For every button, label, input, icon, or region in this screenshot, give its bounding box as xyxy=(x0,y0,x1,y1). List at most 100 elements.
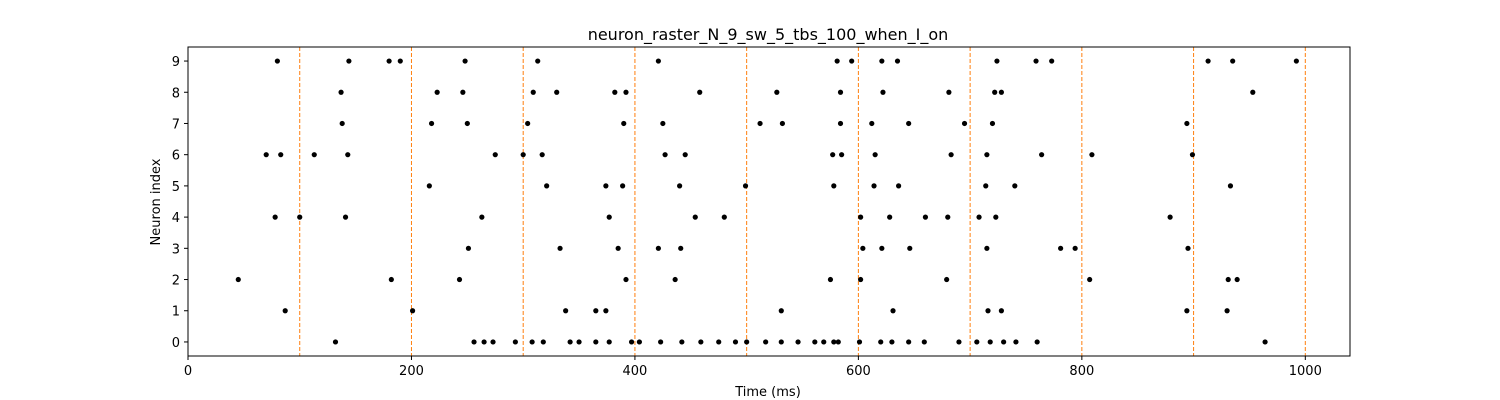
spike-point xyxy=(778,308,784,314)
spike-point xyxy=(332,339,339,345)
spike-point xyxy=(827,276,834,283)
spike-point xyxy=(490,339,496,345)
spike-point xyxy=(1262,339,1268,345)
y-tick-label: 1 xyxy=(172,305,180,320)
spike-point xyxy=(860,245,866,251)
spike-point xyxy=(662,152,668,158)
spike-point xyxy=(987,339,993,345)
spike-point xyxy=(530,89,536,95)
spike-point xyxy=(345,152,351,158)
spike-point xyxy=(961,120,968,127)
spike-point xyxy=(460,89,466,95)
spike-point xyxy=(795,339,801,345)
spike-point xyxy=(679,339,685,345)
spike-point xyxy=(948,152,954,158)
spike-point xyxy=(563,308,569,314)
x-tick-label: 0 xyxy=(184,364,192,379)
spike-point xyxy=(812,339,818,345)
y-tick-label: 7 xyxy=(172,117,180,132)
spike-point xyxy=(906,120,912,127)
spike-point xyxy=(869,120,875,127)
spike-point xyxy=(1087,276,1093,283)
spike-point xyxy=(998,89,1005,95)
spike-point xyxy=(778,339,784,345)
spike-point xyxy=(1293,58,1299,64)
spike-point xyxy=(539,152,545,158)
spike-point xyxy=(889,339,895,345)
x-tick-label: 1000 xyxy=(1289,364,1322,379)
spike-point xyxy=(831,183,837,189)
y-tick-label: 3 xyxy=(172,242,180,257)
spike-point xyxy=(567,339,573,345)
spike-point xyxy=(994,58,1000,64)
spike-point xyxy=(1049,58,1055,64)
spike-point xyxy=(721,214,727,220)
spike-point xyxy=(835,339,841,345)
spike-point xyxy=(744,339,750,345)
spike-point xyxy=(976,214,982,220)
spike-point xyxy=(297,214,303,220)
spike-point xyxy=(428,120,435,127)
spike-point xyxy=(660,120,666,127)
spike-point xyxy=(388,276,394,283)
x-axis: 0 200 400 600 800 1000 xyxy=(184,356,1322,379)
spike-point xyxy=(1184,120,1190,127)
spike-point xyxy=(1039,152,1045,158)
spike-point xyxy=(831,339,837,345)
spike-point xyxy=(1234,276,1240,283)
spike-point xyxy=(512,339,518,345)
spike-point xyxy=(338,89,344,95)
spike-point xyxy=(716,339,722,345)
spike-point xyxy=(636,339,642,345)
spike-point xyxy=(471,339,477,345)
spike-point xyxy=(655,245,661,251)
spike-point xyxy=(278,152,284,158)
spike-point xyxy=(520,152,526,158)
spike-point xyxy=(985,308,991,314)
y-tick-label: 0 xyxy=(172,336,180,351)
spike-point xyxy=(525,120,531,127)
spike-point xyxy=(479,214,485,220)
spike-point xyxy=(386,58,392,64)
spike-point xyxy=(603,183,609,189)
spike-point xyxy=(1167,214,1173,220)
spike-point xyxy=(612,89,618,95)
spike-point xyxy=(849,58,855,64)
spike-point xyxy=(342,214,349,220)
spike-point xyxy=(1184,308,1190,314)
y-axis: 0 1 2 3 4 5 6 7 8 9 xyxy=(172,55,188,351)
spike-point xyxy=(907,245,913,251)
spike-point xyxy=(946,89,952,95)
spike-point xyxy=(434,89,440,95)
spike-point xyxy=(311,152,317,158)
spike-point xyxy=(890,308,896,314)
spike-point xyxy=(837,120,844,127)
chart-title: neuron_raster_N_9_sw_5_tbs_100_when_I_on xyxy=(588,25,949,45)
spike-point xyxy=(346,58,352,64)
spike-point xyxy=(235,276,241,283)
spike-point xyxy=(593,339,599,345)
spike-point xyxy=(858,276,864,283)
spike-point xyxy=(456,276,463,283)
spike-point xyxy=(906,339,912,345)
spike-point xyxy=(697,89,703,95)
x-tick-label: 600 xyxy=(846,364,871,379)
x-tick-label: 800 xyxy=(1069,364,1094,379)
spike-point xyxy=(492,152,498,158)
spike-point xyxy=(339,120,345,127)
spike-points xyxy=(235,58,1299,345)
spike-point xyxy=(464,120,470,127)
spike-point xyxy=(672,276,678,283)
spike-point xyxy=(272,214,278,220)
spike-point xyxy=(974,339,980,345)
y-tick-label: 8 xyxy=(172,86,180,101)
spike-point xyxy=(879,245,885,251)
spike-point xyxy=(839,152,845,158)
spike-point xyxy=(576,339,582,345)
spike-point xyxy=(603,308,609,314)
spike-point xyxy=(692,214,698,220)
spike-point xyxy=(821,339,827,345)
spike-point xyxy=(628,339,635,345)
